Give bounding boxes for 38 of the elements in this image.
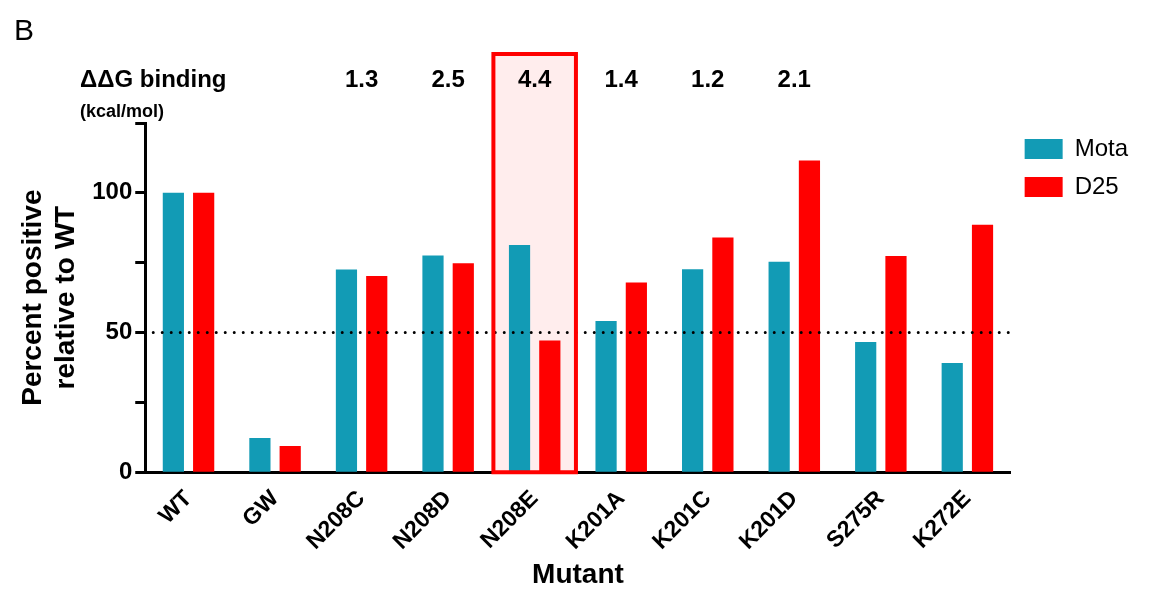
bar <box>798 160 821 472</box>
bar <box>279 446 301 472</box>
bar <box>539 340 561 472</box>
bar <box>682 269 704 472</box>
text: 1.3 <box>344 64 379 92</box>
bar <box>366 276 388 472</box>
bar <box>422 255 444 472</box>
bar <box>625 282 647 472</box>
bar <box>595 321 617 472</box>
bar <box>855 342 877 472</box>
text: 4.4 <box>517 64 552 92</box>
bar <box>941 363 963 472</box>
bar <box>162 192 184 472</box>
bar <box>508 245 531 472</box>
text: ΔΔG binding <box>80 64 227 92</box>
y-tick-label: 0 <box>118 456 133 484</box>
legend-label: D25 <box>1074 171 1119 199</box>
text: 1.2 <box>691 64 725 92</box>
text: 2.1 <box>777 64 811 92</box>
bar <box>452 263 474 472</box>
chart-title: B <box>14 13 35 47</box>
bar <box>768 261 790 472</box>
y-tick-label: 50 <box>105 317 133 345</box>
legend-label: Mota <box>1074 133 1129 161</box>
bar <box>712 237 734 472</box>
x-tick-label: GW <box>236 484 284 532</box>
bar <box>885 256 907 472</box>
x-axis-title: Mutant <box>532 557 624 589</box>
x-tick-label: WT <box>152 484 197 529</box>
y-tick-label: 100 <box>92 177 133 205</box>
bar <box>971 224 994 472</box>
bar <box>193 192 215 472</box>
text: (kcal/mol) <box>80 100 165 121</box>
y-axis-title: Percent positive relative to WT <box>15 189 81 406</box>
bar <box>249 437 271 472</box>
text: 2.5 <box>431 64 465 92</box>
bar <box>335 269 358 472</box>
text: 1.4 <box>604 64 639 92</box>
